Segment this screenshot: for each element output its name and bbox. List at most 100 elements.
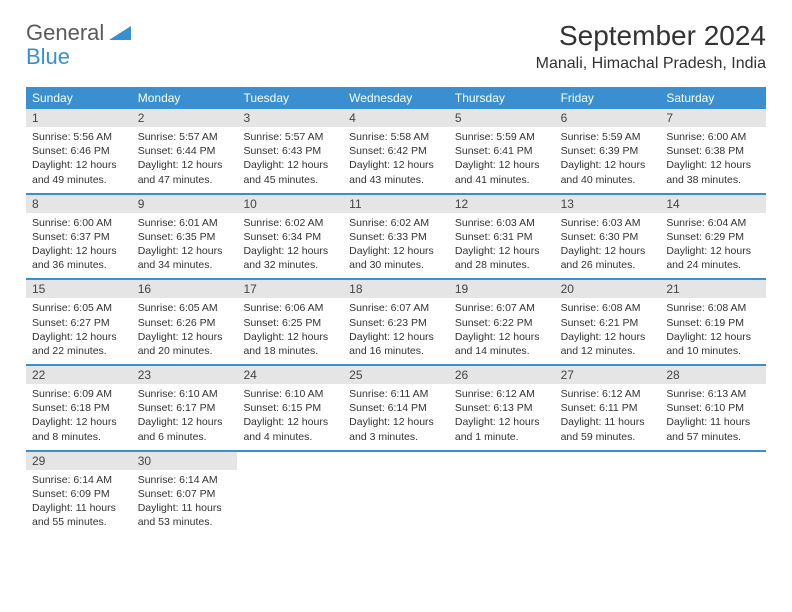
day-cell: 3Sunrise: 5:57 AMSunset: 6:43 PMDaylight… — [237, 109, 343, 193]
sunrise-line: Sunrise: 6:02 AM — [243, 216, 337, 230]
empty-cell — [343, 452, 449, 536]
day-cell: 23Sunrise: 6:10 AMSunset: 6:17 PMDayligh… — [132, 366, 238, 450]
sunset-line: Sunset: 6:29 PM — [666, 230, 760, 244]
day-body: Sunrise: 5:59 AMSunset: 6:39 PMDaylight:… — [555, 127, 661, 193]
daylight-line: Daylight: 12 hours and 3 minutes. — [349, 415, 443, 443]
day-body: Sunrise: 6:08 AMSunset: 6:21 PMDaylight:… — [555, 298, 661, 364]
month-title: September 2024 — [536, 20, 766, 52]
day-body: Sunrise: 6:02 AMSunset: 6:33 PMDaylight:… — [343, 213, 449, 279]
sunrise-line: Sunrise: 6:09 AM — [32, 387, 126, 401]
day-cell: 7Sunrise: 6:00 AMSunset: 6:38 PMDaylight… — [660, 109, 766, 193]
sunrise-line: Sunrise: 6:04 AM — [666, 216, 760, 230]
sunset-line: Sunset: 6:38 PM — [666, 144, 760, 158]
sunrise-line: Sunrise: 6:13 AM — [666, 387, 760, 401]
sunrise-line: Sunrise: 6:11 AM — [349, 387, 443, 401]
daylight-line: Daylight: 12 hours and 16 minutes. — [349, 330, 443, 358]
sunset-line: Sunset: 6:34 PM — [243, 230, 337, 244]
day-cell: 5Sunrise: 5:59 AMSunset: 6:41 PMDaylight… — [449, 109, 555, 193]
sunset-line: Sunset: 6:07 PM — [138, 487, 232, 501]
day-body: Sunrise: 6:12 AMSunset: 6:13 PMDaylight:… — [449, 384, 555, 450]
day-number: 11 — [343, 195, 449, 213]
daylight-line: Daylight: 12 hours and 30 minutes. — [349, 244, 443, 272]
daylight-line: Daylight: 12 hours and 10 minutes. — [666, 330, 760, 358]
day-number: 4 — [343, 109, 449, 127]
day-cell: 27Sunrise: 6:12 AMSunset: 6:11 PMDayligh… — [555, 366, 661, 450]
day-number: 6 — [555, 109, 661, 127]
day-body: Sunrise: 6:02 AMSunset: 6:34 PMDaylight:… — [237, 213, 343, 279]
day-cell: 24Sunrise: 6:10 AMSunset: 6:15 PMDayligh… — [237, 366, 343, 450]
day-body: Sunrise: 6:00 AMSunset: 6:37 PMDaylight:… — [26, 213, 132, 279]
sunrise-line: Sunrise: 5:57 AM — [138, 130, 232, 144]
weekday-thursday: Thursday — [449, 87, 555, 109]
day-cell: 14Sunrise: 6:04 AMSunset: 6:29 PMDayligh… — [660, 195, 766, 279]
sunrise-line: Sunrise: 6:08 AM — [666, 301, 760, 315]
logo-text-blue: Blue — [26, 44, 70, 69]
day-cell: 21Sunrise: 6:08 AMSunset: 6:19 PMDayligh… — [660, 280, 766, 364]
sunrise-line: Sunrise: 6:01 AM — [138, 216, 232, 230]
day-number: 15 — [26, 280, 132, 298]
day-number: 18 — [343, 280, 449, 298]
header: General September 2024 Manali, Himachal … — [26, 20, 766, 73]
sunrise-line: Sunrise: 6:00 AM — [666, 130, 760, 144]
sunset-line: Sunset: 6:14 PM — [349, 401, 443, 415]
logo-text-general: General — [26, 20, 104, 46]
day-cell: 28Sunrise: 6:13 AMSunset: 6:10 PMDayligh… — [660, 366, 766, 450]
sunrise-line: Sunrise: 6:10 AM — [243, 387, 337, 401]
day-number: 3 — [237, 109, 343, 127]
sunset-line: Sunset: 6:39 PM — [561, 144, 655, 158]
sunrise-line: Sunrise: 6:02 AM — [349, 216, 443, 230]
title-block: September 2024 Manali, Himachal Pradesh,… — [536, 20, 766, 73]
day-number: 26 — [449, 366, 555, 384]
day-body: Sunrise: 6:11 AMSunset: 6:14 PMDaylight:… — [343, 384, 449, 450]
weekday-saturday: Saturday — [660, 87, 766, 109]
day-number: 7 — [660, 109, 766, 127]
daylight-line: Daylight: 11 hours and 59 minutes. — [561, 415, 655, 443]
day-body: Sunrise: 5:59 AMSunset: 6:41 PMDaylight:… — [449, 127, 555, 193]
daylight-line: Daylight: 12 hours and 26 minutes. — [561, 244, 655, 272]
day-cell: 9Sunrise: 6:01 AMSunset: 6:35 PMDaylight… — [132, 195, 238, 279]
day-body: Sunrise: 6:09 AMSunset: 6:18 PMDaylight:… — [26, 384, 132, 450]
day-number: 22 — [26, 366, 132, 384]
day-cell: 15Sunrise: 6:05 AMSunset: 6:27 PMDayligh… — [26, 280, 132, 364]
week-row: 1Sunrise: 5:56 AMSunset: 6:46 PMDaylight… — [26, 109, 766, 195]
daylight-line: Daylight: 12 hours and 12 minutes. — [561, 330, 655, 358]
daylight-line: Daylight: 12 hours and 43 minutes. — [349, 158, 443, 186]
day-cell: 26Sunrise: 6:12 AMSunset: 6:13 PMDayligh… — [449, 366, 555, 450]
day-cell: 20Sunrise: 6:08 AMSunset: 6:21 PMDayligh… — [555, 280, 661, 364]
weekday-header-row: SundayMondayTuesdayWednesdayThursdayFrid… — [26, 87, 766, 109]
day-number: 1 — [26, 109, 132, 127]
day-body: Sunrise: 6:04 AMSunset: 6:29 PMDaylight:… — [660, 213, 766, 279]
day-number: 2 — [132, 109, 238, 127]
sunset-line: Sunset: 6:33 PM — [349, 230, 443, 244]
empty-cell — [449, 452, 555, 536]
day-number: 23 — [132, 366, 238, 384]
day-cell: 19Sunrise: 6:07 AMSunset: 6:22 PMDayligh… — [449, 280, 555, 364]
daylight-line: Daylight: 12 hours and 14 minutes. — [455, 330, 549, 358]
sunset-line: Sunset: 6:13 PM — [455, 401, 549, 415]
daylight-line: Daylight: 11 hours and 57 minutes. — [666, 415, 760, 443]
sunset-line: Sunset: 6:09 PM — [32, 487, 126, 501]
weeks-container: 1Sunrise: 5:56 AMSunset: 6:46 PMDaylight… — [26, 109, 766, 535]
sunset-line: Sunset: 6:37 PM — [32, 230, 126, 244]
daylight-line: Daylight: 12 hours and 6 minutes. — [138, 415, 232, 443]
sunset-line: Sunset: 6:42 PM — [349, 144, 443, 158]
day-number: 20 — [555, 280, 661, 298]
day-number: 8 — [26, 195, 132, 213]
sunset-line: Sunset: 6:46 PM — [32, 144, 126, 158]
daylight-line: Daylight: 12 hours and 4 minutes. — [243, 415, 337, 443]
daylight-line: Daylight: 12 hours and 28 minutes. — [455, 244, 549, 272]
sunrise-line: Sunrise: 6:12 AM — [561, 387, 655, 401]
sunset-line: Sunset: 6:23 PM — [349, 316, 443, 330]
calendar: SundayMondayTuesdayWednesdayThursdayFrid… — [26, 87, 766, 535]
day-body: Sunrise: 6:08 AMSunset: 6:19 PMDaylight:… — [660, 298, 766, 364]
sunrise-line: Sunrise: 6:07 AM — [349, 301, 443, 315]
sunset-line: Sunset: 6:17 PM — [138, 401, 232, 415]
location-subtitle: Manali, Himachal Pradesh, India — [536, 55, 766, 73]
day-number: 30 — [132, 452, 238, 470]
day-body: Sunrise: 5:57 AMSunset: 6:44 PMDaylight:… — [132, 127, 238, 193]
day-body: Sunrise: 6:10 AMSunset: 6:15 PMDaylight:… — [237, 384, 343, 450]
sunset-line: Sunset: 6:41 PM — [455, 144, 549, 158]
day-body: Sunrise: 6:07 AMSunset: 6:22 PMDaylight:… — [449, 298, 555, 364]
day-cell: 2Sunrise: 5:57 AMSunset: 6:44 PMDaylight… — [132, 109, 238, 193]
sunrise-line: Sunrise: 6:14 AM — [32, 473, 126, 487]
